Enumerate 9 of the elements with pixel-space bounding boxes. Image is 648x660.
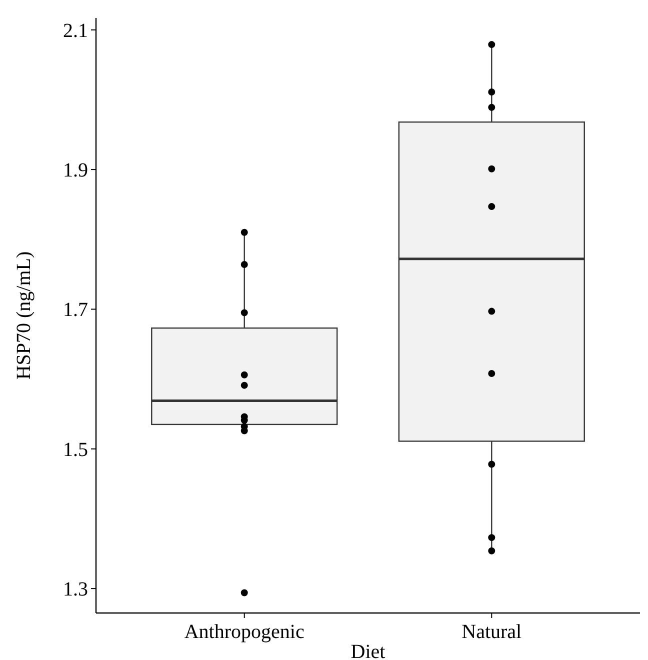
x-tick-label: Natural [462, 621, 522, 643]
y-tick-label: 2.1 [63, 20, 88, 42]
y-tick-label: 1.9 [63, 160, 88, 182]
y-axis-title: HSP70 (ng/mL) [13, 251, 35, 380]
x-tick-label: Anthropogenic [184, 621, 304, 643]
y-tick-label: 1.3 [63, 578, 88, 601]
y-tick-label: 1.7 [63, 299, 88, 322]
y-tick-label: 1.5 [63, 438, 88, 461]
x-axis-title: Diet [350, 641, 386, 660]
